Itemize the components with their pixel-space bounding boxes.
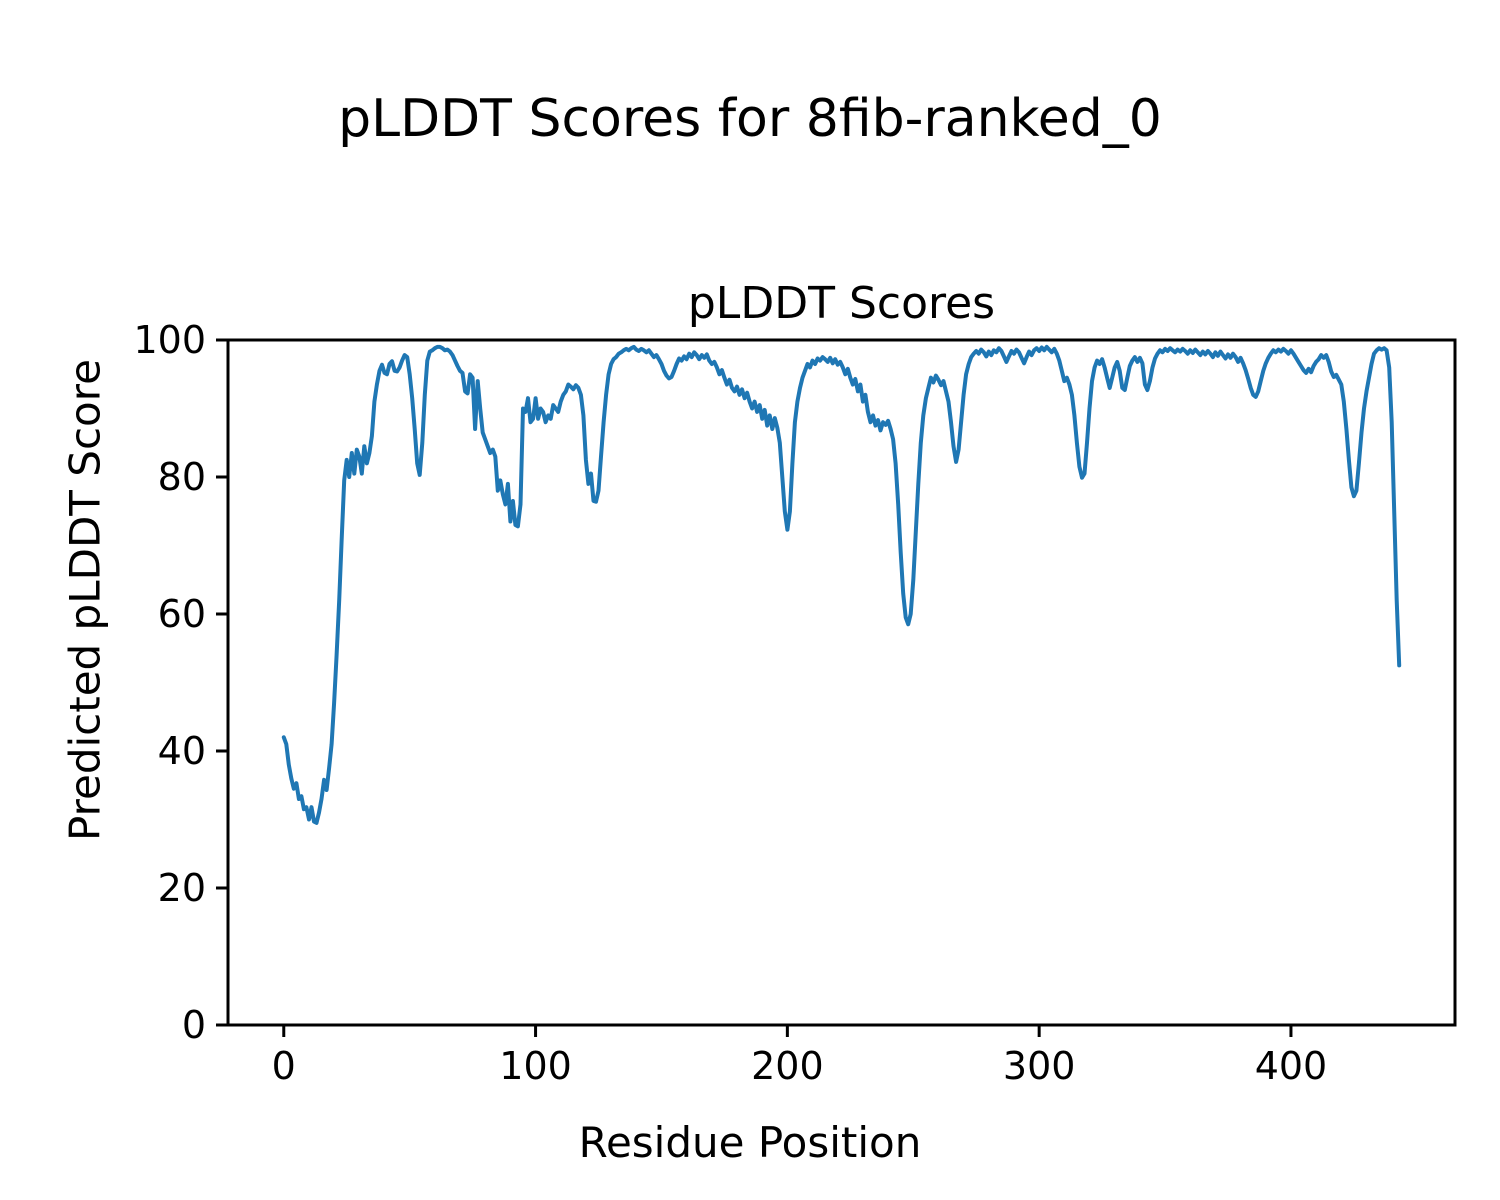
y-tick-label: 100	[133, 318, 206, 362]
y-tick-label: 40	[158, 729, 206, 773]
x-tick-label: 200	[751, 1044, 824, 1088]
plot-box	[226, 338, 1457, 1027]
figure-title: pLDDT Scores for 8fib-ranked_0	[338, 89, 1162, 149]
x-tick-label: 0	[272, 1044, 296, 1088]
axes-title: pLDDT Scores	[687, 278, 996, 329]
y-axis-label: Predicted pLDDT Score	[60, 359, 110, 841]
y-tick-label: 80	[158, 455, 206, 499]
plddt-line	[281, 344, 1402, 825]
y-tick-label: 60	[158, 592, 206, 636]
x-tick-label: 300	[1003, 1044, 1076, 1088]
y-tick-label: 0	[182, 1003, 206, 1047]
x-tick-label: 400	[1255, 1044, 1328, 1088]
y-tick-label: 20	[158, 866, 206, 910]
x-tick-label: 100	[499, 1044, 572, 1088]
x-axis-label: Residue Position	[578, 1118, 922, 1167]
